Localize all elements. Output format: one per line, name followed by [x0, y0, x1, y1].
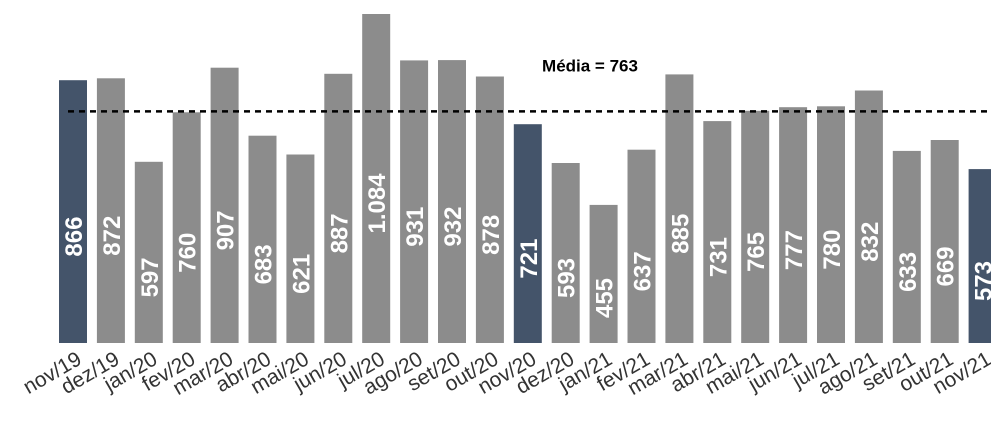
x-axis-tick-labels: nov/19dez/19jan/20fev/20mar/20abr/20mai/…	[19, 347, 991, 400]
bar-dez-19	[97, 78, 125, 343]
bar-out-20	[476, 77, 504, 344]
bar-mai-20	[286, 155, 314, 344]
bar-jan-21	[590, 205, 618, 343]
bar-value-label: 593	[554, 258, 581, 298]
bar-value-label: 887	[326, 213, 353, 253]
bar-nov-19	[59, 80, 87, 343]
bar-value-label: 669	[933, 246, 960, 286]
bar-value-label: 683	[251, 244, 278, 284]
bar-value-label: 621	[288, 254, 315, 294]
bar-mai-21	[741, 111, 769, 343]
bar-fev-21	[628, 150, 656, 343]
bar-set-20	[438, 60, 466, 343]
bar-value-label: 931	[402, 207, 429, 247]
bar-value-label: 637	[630, 251, 657, 291]
bar-set-21	[893, 151, 921, 343]
bar-value-label: 885	[667, 214, 694, 254]
bar-nov-21	[969, 169, 991, 343]
bar-value-label: 760	[175, 233, 202, 273]
bar-value-label: 780	[819, 230, 846, 270]
bar-abr-20	[249, 136, 277, 343]
bar-value-label: 866	[61, 217, 88, 257]
bar-value-label: 907	[213, 210, 240, 250]
bars-group	[59, 14, 991, 343]
bar-value-label: 573	[971, 261, 991, 301]
bar-value-label: 721	[516, 239, 543, 279]
bar-value-label: 832	[857, 222, 884, 262]
bar-value-label: 731	[705, 237, 732, 277]
bar-value-label: 878	[478, 215, 505, 255]
bar-abr-21	[703, 121, 731, 343]
bar-fev-20	[173, 112, 201, 343]
bar-value-label: 455	[592, 278, 619, 318]
bar-value-label: 932	[440, 207, 467, 247]
bar-value-label: 1.084	[364, 173, 391, 234]
bar-value-label: 633	[895, 252, 922, 292]
bar-mar-21	[665, 74, 693, 343]
bar-dez-20	[552, 163, 580, 343]
bar-ago-20	[400, 60, 428, 343]
bar-value-label: 777	[781, 230, 808, 270]
bar-value-label: 597	[137, 257, 164, 297]
bar-mar-20	[211, 68, 239, 343]
bar-jun-20	[324, 74, 352, 343]
average-label: Média = 763	[542, 56, 638, 75]
bar-out-21	[931, 140, 959, 343]
bar-jul-21	[817, 106, 845, 343]
bar-value-label: 872	[99, 216, 126, 256]
bar-value-label: 765	[743, 232, 770, 272]
bar-ago-21	[855, 91, 883, 344]
bar-nov-20	[514, 124, 542, 343]
bar-jan-20	[135, 162, 163, 343]
bar-jun-21	[779, 107, 807, 343]
